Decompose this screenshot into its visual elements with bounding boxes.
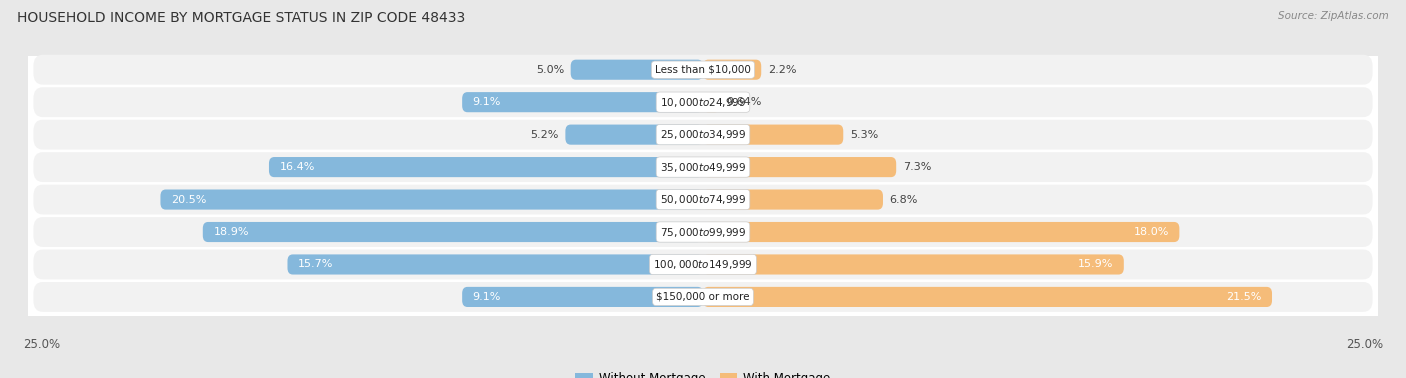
Text: 0.64%: 0.64% [727, 97, 762, 107]
Text: 9.1%: 9.1% [472, 97, 501, 107]
Text: 2.2%: 2.2% [768, 65, 796, 75]
Text: $75,000 to $99,999: $75,000 to $99,999 [659, 226, 747, 239]
Text: HOUSEHOLD INCOME BY MORTGAGE STATUS IN ZIP CODE 48433: HOUSEHOLD INCOME BY MORTGAGE STATUS IN Z… [17, 11, 465, 25]
Text: 6.8%: 6.8% [890, 195, 918, 204]
FancyBboxPatch shape [34, 249, 1372, 279]
FancyBboxPatch shape [703, 222, 1180, 242]
Text: 18.9%: 18.9% [214, 227, 249, 237]
Text: 5.3%: 5.3% [849, 130, 879, 139]
FancyBboxPatch shape [269, 157, 703, 177]
FancyBboxPatch shape [202, 222, 703, 242]
FancyBboxPatch shape [34, 217, 1372, 247]
FancyBboxPatch shape [34, 87, 1372, 117]
Text: 20.5%: 20.5% [172, 195, 207, 204]
FancyBboxPatch shape [703, 254, 1123, 274]
FancyBboxPatch shape [571, 60, 703, 80]
FancyBboxPatch shape [703, 287, 1272, 307]
FancyBboxPatch shape [34, 120, 1372, 150]
FancyBboxPatch shape [34, 184, 1372, 214]
Text: Source: ZipAtlas.com: Source: ZipAtlas.com [1278, 11, 1389, 21]
FancyBboxPatch shape [703, 189, 883, 210]
Legend: Without Mortgage, With Mortgage: Without Mortgage, With Mortgage [571, 367, 835, 378]
Text: 16.4%: 16.4% [280, 162, 315, 172]
Text: Less than $10,000: Less than $10,000 [655, 65, 751, 75]
FancyBboxPatch shape [703, 60, 761, 80]
FancyBboxPatch shape [463, 287, 703, 307]
Text: 15.9%: 15.9% [1078, 259, 1114, 270]
Text: 9.1%: 9.1% [472, 292, 501, 302]
Text: $10,000 to $24,999: $10,000 to $24,999 [659, 96, 747, 108]
Text: 21.5%: 21.5% [1226, 292, 1261, 302]
FancyBboxPatch shape [463, 92, 703, 112]
Text: $25,000 to $34,999: $25,000 to $34,999 [659, 128, 747, 141]
FancyBboxPatch shape [28, 56, 1378, 316]
Text: 15.7%: 15.7% [298, 259, 333, 270]
FancyBboxPatch shape [34, 282, 1372, 312]
Text: $100,000 to $149,999: $100,000 to $149,999 [654, 258, 752, 271]
FancyBboxPatch shape [34, 55, 1372, 85]
FancyBboxPatch shape [703, 92, 720, 112]
FancyBboxPatch shape [703, 125, 844, 145]
FancyBboxPatch shape [565, 125, 703, 145]
FancyBboxPatch shape [287, 254, 703, 274]
Text: 18.0%: 18.0% [1133, 227, 1168, 237]
Text: 5.0%: 5.0% [536, 65, 564, 75]
FancyBboxPatch shape [34, 152, 1372, 182]
Text: $35,000 to $49,999: $35,000 to $49,999 [659, 161, 747, 174]
Text: 7.3%: 7.3% [903, 162, 931, 172]
FancyBboxPatch shape [160, 189, 703, 210]
Text: $50,000 to $74,999: $50,000 to $74,999 [659, 193, 747, 206]
Text: 5.2%: 5.2% [530, 130, 558, 139]
FancyBboxPatch shape [703, 157, 896, 177]
Text: $150,000 or more: $150,000 or more [657, 292, 749, 302]
